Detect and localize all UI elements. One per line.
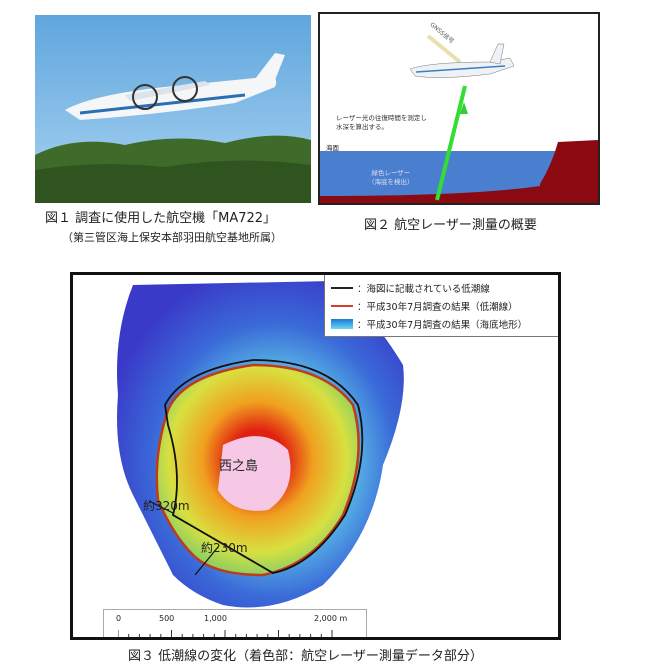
- island-name: 西之島: [219, 459, 259, 474]
- green-laser-label: 緑色レーザー （海底を検出）: [368, 169, 414, 187]
- low-tide-line-map: 西之島 約320m 約230m ：海図に記載されている低潮線 ：平成30年7月調…: [70, 272, 561, 640]
- figure1-subcaption: （第三管区海上保安本部羽田航空基地所属）: [62, 231, 282, 244]
- legend-item-chart-low-tide: ：海図に記載されている低潮線: [331, 279, 552, 297]
- scale-tick-label: 2,000 m: [314, 614, 348, 623]
- scale-tick-label: 1,000: [204, 614, 227, 623]
- figure1-caption: 図１ 調査に使用した航空機「MA722」: [45, 211, 277, 226]
- figure2-caption: 図２ 航空レーザー測量の概要: [364, 218, 537, 233]
- legend-swatch: [331, 305, 353, 307]
- legend-item-survey-low-tide: ：平成30年7月調査の結果（低潮線）: [331, 297, 552, 315]
- laser-survey-diagram: GNSS信号 レーザー光の往復時間を測定し 水深を算出する。 海面 緑色レーザー…: [318, 12, 600, 205]
- distance-label-230m: 約230m: [201, 541, 248, 555]
- map-legend: ：海図に記載されている低潮線 ：平成30年7月調査の結果（低潮線） ：平成30年…: [324, 275, 558, 337]
- detect-seabed-text: （海底を検出）: [368, 178, 414, 186]
- scale-bar: 0 500 1,000 2,000 m: [103, 609, 367, 637]
- legend-item-survey-seabed: ：平成30年7月調査の結果（海底地形）: [331, 315, 552, 333]
- scale-ruler: [118, 630, 333, 637]
- aircraft-photo: [35, 15, 311, 203]
- legend-label: ：海図に記載されている低潮線: [357, 284, 490, 295]
- legend-label: ：平成30年7月調査の結果（低潮線）: [357, 302, 518, 313]
- figure3-caption: 図３ 低潮線の変化（着色部：航空レーザー測量データ部分）: [128, 649, 483, 664]
- laser-desc-line2: 水深を算出する。: [336, 123, 388, 131]
- legend-swatch: [331, 287, 353, 289]
- laser-desc-line1: レーザー光の往復時間を測定し: [336, 114, 427, 122]
- green-laser-text: 緑色レーザー: [371, 169, 411, 177]
- legend-label: ：平成30年7月調査の結果（海底地形）: [357, 320, 528, 331]
- distance-label-320m: 約320m: [143, 499, 190, 513]
- scale-tick-label: 0: [116, 614, 122, 623]
- laser-description: レーザー光の往復時間を測定し 水深を算出する。: [336, 114, 427, 132]
- scale-tick-label: 500: [159, 614, 175, 623]
- legend-swatch: [331, 319, 353, 329]
- sea-surface-label: 海面: [326, 144, 339, 152]
